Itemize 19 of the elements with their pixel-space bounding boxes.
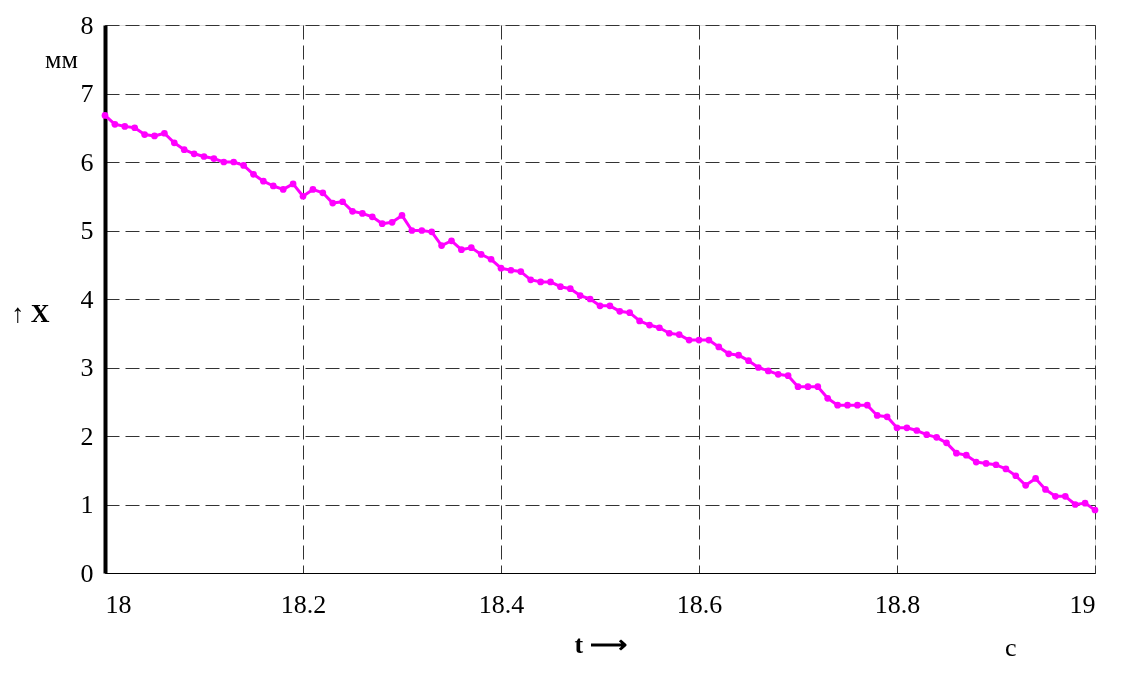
x-tick-label: 18.4 bbox=[478, 589, 525, 619]
y-tick-label: 4 bbox=[80, 284, 94, 314]
text: c bbox=[1005, 633, 1017, 662]
y-tick-label: 7 bbox=[80, 79, 94, 108]
y-tick-label: 1 bbox=[80, 490, 94, 519]
x-tick-label: 19 bbox=[1069, 589, 1096, 619]
x-tick-label: 18.2 bbox=[280, 589, 327, 619]
y-tick-label: 5 bbox=[80, 216, 94, 245]
y-tick-label: 8 bbox=[80, 10, 94, 40]
y-axis-title: ↑ X bbox=[11, 298, 50, 328]
x-tick-label: 18 bbox=[105, 589, 132, 619]
x-axis-title: t ⟶ bbox=[574, 629, 627, 659]
x-tick-label: 18.8 bbox=[874, 589, 921, 619]
x-tick-label: 18.6 bbox=[676, 589, 723, 619]
text: мм bbox=[45, 45, 78, 74]
y-tick-label: 2 bbox=[80, 421, 94, 451]
y-tick-label: 6 bbox=[80, 147, 94, 177]
y-tick-label: 3 bbox=[80, 353, 94, 382]
y-tick-label: 0 bbox=[80, 558, 94, 588]
